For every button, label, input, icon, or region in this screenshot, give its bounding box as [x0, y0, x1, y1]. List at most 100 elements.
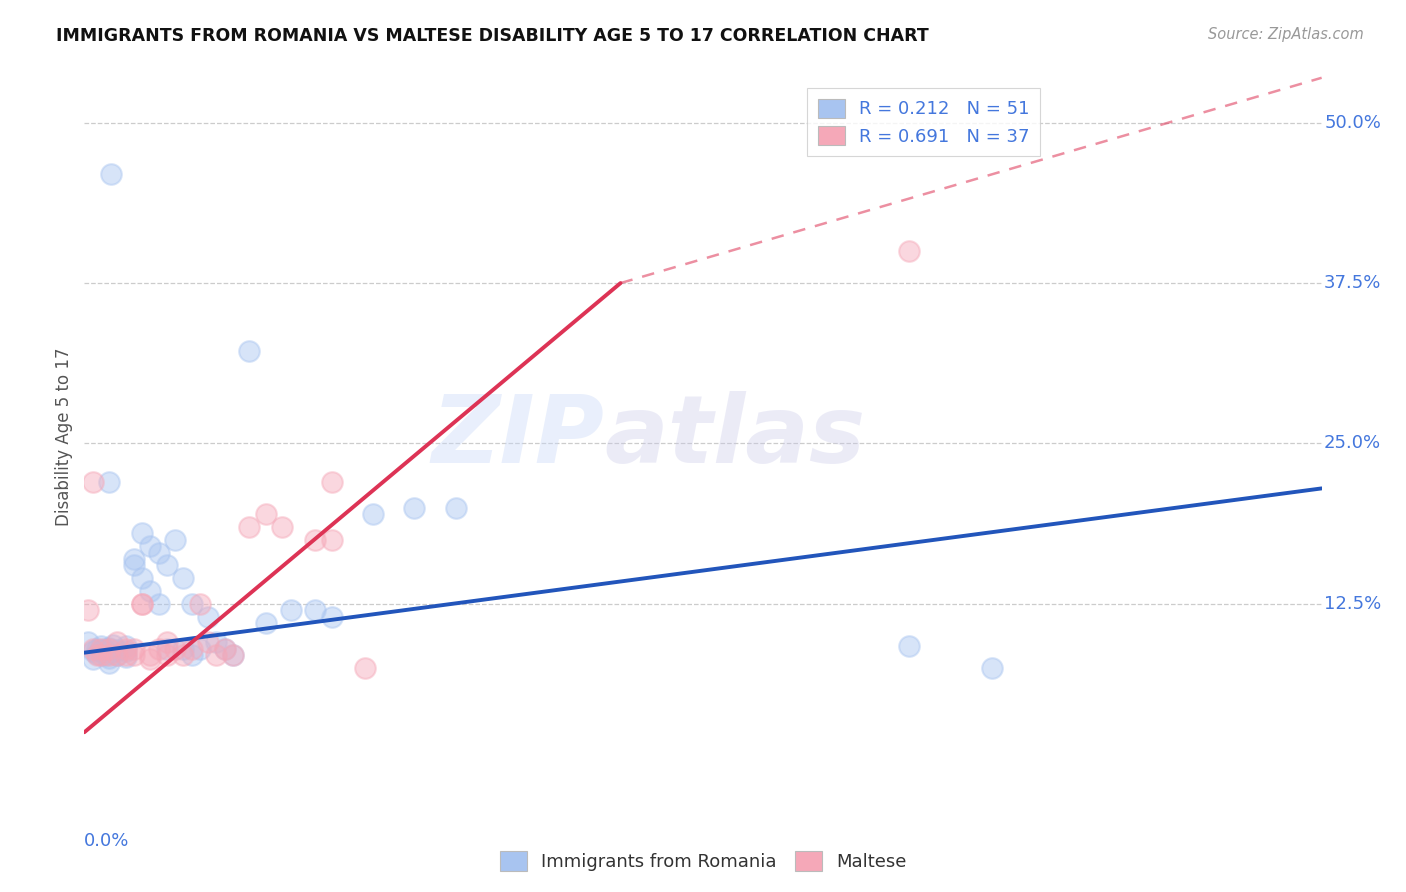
Point — [404, 500, 426, 515]
Text: 50.0%: 50.0% — [1324, 113, 1381, 132]
Text: 25.0%: 25.0% — [1324, 434, 1381, 452]
Point — [222, 648, 245, 663]
Point — [122, 558, 145, 573]
Point — [94, 641, 117, 656]
Text: IMMIGRANTS FROM ROMANIA VS MALTESE DISABILITY AGE 5 TO 17 CORRELATION CHART: IMMIGRANTS FROM ROMANIA VS MALTESE DISAB… — [56, 27, 929, 45]
Point — [321, 533, 343, 547]
Text: atlas: atlas — [605, 391, 865, 483]
Point — [139, 584, 162, 599]
Point — [321, 475, 343, 489]
Point — [214, 641, 236, 656]
Point — [77, 603, 100, 617]
Point — [188, 597, 211, 611]
Point — [214, 641, 236, 656]
Point — [180, 597, 202, 611]
Point — [114, 639, 136, 653]
Text: 0.0%: 0.0% — [84, 832, 129, 850]
Point — [90, 641, 112, 656]
Point — [98, 648, 121, 663]
Point — [122, 648, 145, 663]
Y-axis label: Disability Age 5 to 17: Disability Age 5 to 17 — [55, 348, 73, 526]
Point — [131, 571, 153, 585]
Point — [90, 644, 112, 658]
Point — [98, 646, 121, 660]
Point — [321, 609, 343, 624]
Point — [205, 648, 228, 663]
Point — [238, 520, 260, 534]
Point — [114, 644, 136, 658]
Point — [82, 652, 104, 666]
Point — [103, 638, 125, 652]
Point — [114, 649, 136, 664]
Point — [254, 507, 277, 521]
Point — [77, 635, 100, 649]
Point — [172, 648, 194, 663]
Point — [222, 648, 245, 663]
Legend: Immigrants from Romania, Maltese: Immigrants from Romania, Maltese — [492, 844, 914, 879]
Point — [139, 648, 162, 663]
Point — [156, 558, 179, 573]
Point — [304, 533, 326, 547]
Point — [172, 571, 194, 585]
Point — [304, 603, 326, 617]
Point — [165, 641, 187, 656]
Point — [148, 641, 170, 656]
Point — [82, 641, 104, 656]
Point — [90, 648, 112, 663]
Point — [156, 641, 179, 656]
Point — [86, 648, 108, 663]
Point — [131, 526, 153, 541]
Point — [188, 641, 211, 656]
Point — [98, 640, 121, 655]
Point — [353, 661, 375, 675]
Point — [280, 603, 302, 617]
Point — [139, 539, 162, 553]
Point — [82, 475, 104, 489]
Point — [980, 661, 1002, 675]
Point — [114, 641, 136, 656]
Text: ZIP: ZIP — [432, 391, 605, 483]
Point — [180, 648, 202, 663]
Point — [148, 545, 170, 559]
Legend: R = 0.212   N = 51, R = 0.691   N = 37: R = 0.212 N = 51, R = 0.691 N = 37 — [807, 87, 1040, 156]
Point — [898, 244, 921, 258]
Point — [197, 609, 219, 624]
Point — [122, 552, 145, 566]
Point — [105, 635, 128, 649]
Point — [105, 648, 128, 663]
Point — [238, 344, 260, 359]
Point — [98, 475, 121, 489]
Point — [165, 533, 187, 547]
Point — [86, 647, 108, 661]
Point — [100, 167, 122, 181]
Point — [90, 639, 112, 653]
Point — [139, 652, 162, 666]
Point — [122, 641, 145, 656]
Point — [114, 648, 136, 663]
Point — [271, 520, 294, 534]
Point — [205, 635, 228, 649]
Point — [82, 644, 104, 658]
Point — [94, 648, 117, 663]
Point — [131, 597, 153, 611]
Text: Source: ZipAtlas.com: Source: ZipAtlas.com — [1208, 27, 1364, 42]
Point — [105, 643, 128, 657]
Point — [131, 597, 153, 611]
Point — [444, 500, 467, 515]
Point — [254, 616, 277, 631]
Point — [156, 648, 179, 663]
Point — [180, 641, 202, 656]
Point — [98, 641, 121, 656]
Point — [898, 639, 921, 653]
Point — [98, 656, 121, 670]
Point — [98, 650, 121, 665]
Text: 12.5%: 12.5% — [1324, 595, 1381, 613]
Point — [105, 648, 128, 663]
Point — [156, 635, 179, 649]
Point — [86, 641, 108, 656]
Point — [148, 597, 170, 611]
Text: 37.5%: 37.5% — [1324, 274, 1382, 292]
Point — [361, 507, 384, 521]
Point — [172, 641, 194, 656]
Point — [197, 635, 219, 649]
